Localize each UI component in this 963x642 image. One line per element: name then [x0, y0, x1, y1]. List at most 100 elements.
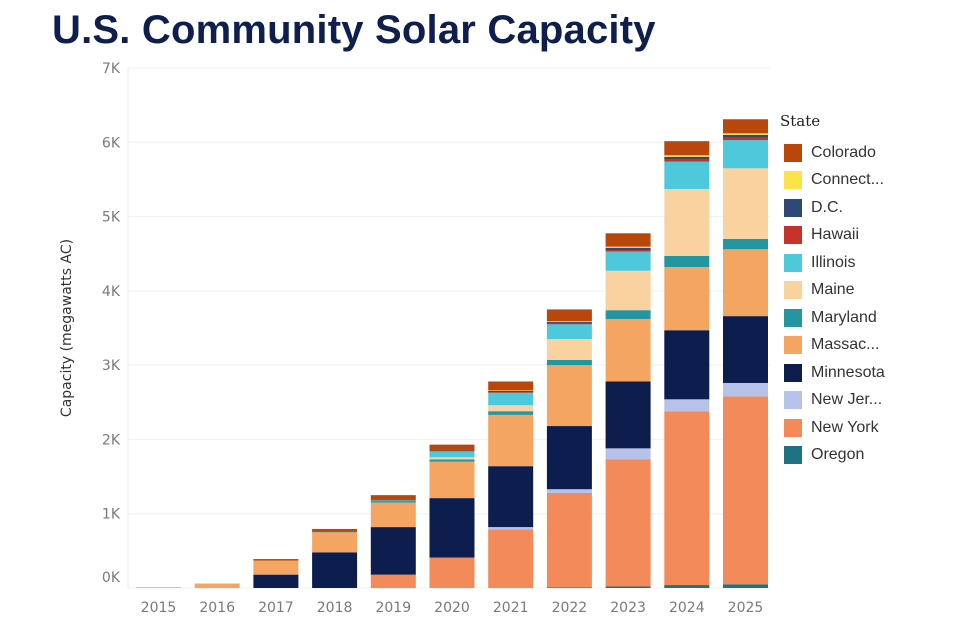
- bar-segment-connecticut-2024[interactable]: [664, 155, 710, 157]
- bar-segment-illinois-2021[interactable]: [488, 392, 534, 406]
- bar-segment-d-c-2019[interactable]: [370, 499, 416, 501]
- legend-item[interactable]: Connect...: [780, 167, 960, 195]
- bar-segment-hawaii-2022[interactable]: [546, 323, 592, 325]
- bar-segment-maine-2022[interactable]: [546, 339, 592, 360]
- legend-item[interactable]: Maine: [780, 277, 960, 305]
- legend-item[interactable]: Oregon: [780, 442, 960, 470]
- bar-segment-massachusetts-2019[interactable]: [370, 502, 416, 528]
- bar-segment-connecticut-2021[interactable]: [488, 390, 534, 391]
- legend-item[interactable]: New York: [780, 414, 960, 442]
- legend-label: Illinois: [811, 253, 856, 271]
- bar-segment-massachusetts-2020[interactable]: [429, 461, 475, 499]
- bar-segment-new-jersey-2025[interactable]: [723, 382, 768, 397]
- bar-segment-minnesota-2020[interactable]: [429, 498, 475, 558]
- bar-segment-hawaii-2023[interactable]: [605, 250, 651, 252]
- bar-segment-maine-2023[interactable]: [605, 270, 651, 311]
- bar-segment-new-york-2019[interactable]: [370, 574, 416, 588]
- legend-item[interactable]: Colorado: [780, 139, 960, 167]
- bar-segment-maryland-2018[interactable]: [312, 531, 358, 533]
- legend-item[interactable]: New Jer...: [780, 387, 960, 415]
- bar-segment-illinois-2023[interactable]: [605, 251, 651, 271]
- bar-segment-maryland-2022[interactable]: [546, 359, 592, 366]
- bar-segment-illinois-2022[interactable]: [546, 324, 592, 340]
- bar-segment-massachusetts-2018[interactable]: [312, 532, 358, 553]
- bar-segment-d-c-2025[interactable]: [723, 134, 768, 138]
- bar-segment-maine-2024[interactable]: [664, 189, 710, 256]
- bar-segment-maryland-2024[interactable]: [664, 255, 710, 268]
- bar-segment-colorado-2021[interactable]: [488, 381, 534, 391]
- bar-segment-new-york-2022[interactable]: [546, 492, 592, 588]
- bar-segment-hawaii-2024[interactable]: [664, 159, 710, 162]
- bar-segment-minnesota-2022[interactable]: [546, 426, 592, 490]
- bar-segment-d-c-2021[interactable]: [488, 390, 534, 393]
- bar-segment-d-c-2018[interactable]: [312, 531, 358, 532]
- bar-segment-minnesota-2019[interactable]: [370, 527, 416, 575]
- bar-segment-minnesota-2018[interactable]: [312, 552, 358, 588]
- bar-segment-colorado-2018[interactable]: [312, 528, 358, 532]
- bar-segment-maine-2020[interactable]: [429, 457, 475, 460]
- bar-segment-minnesota-2023[interactable]: [605, 381, 651, 449]
- bar-segment-colorado-2023[interactable]: [605, 233, 651, 247]
- bar-segment-massachusetts-2024[interactable]: [664, 267, 710, 331]
- bar-segment-maryland-2025[interactable]: [723, 238, 768, 250]
- bar-segment-maine-2025[interactable]: [723, 168, 768, 239]
- legend-item[interactable]: D.C.: [780, 194, 960, 222]
- bar-segment-massachusetts-2021[interactable]: [488, 414, 534, 467]
- bar-segment-maryland-2019[interactable]: [370, 501, 416, 503]
- bar-segment-connecticut-2025[interactable]: [723, 133, 768, 135]
- legend-label: Colorado: [811, 143, 876, 161]
- bar-segment-minnesota-2017[interactable]: [253, 574, 299, 588]
- legend-item[interactable]: Minnesota: [780, 359, 960, 387]
- bar-segment-illinois-2020[interactable]: [429, 451, 475, 458]
- bar-segment-massachusetts-2025[interactable]: [723, 249, 768, 317]
- bar-segment-massachusetts-2017[interactable]: [253, 560, 299, 575]
- legend-item[interactable]: Maryland: [780, 304, 960, 332]
- bar-segment-d-c-2024[interactable]: [664, 156, 710, 160]
- bar-segment-illinois-2025[interactable]: [723, 140, 768, 169]
- bar-segment-connecticut-2022[interactable]: [546, 321, 592, 323]
- bar-segment-colorado-2020[interactable]: [429, 444, 475, 451]
- bar-segment-minnesota-2021[interactable]: [488, 466, 534, 528]
- bar-segment-colorado-2024[interactable]: [664, 141, 710, 156]
- bar-segment-massachusetts-2015[interactable]: [136, 587, 181, 588]
- bar-segment-oregon-2022[interactable]: [546, 587, 592, 588]
- bar-segment-connecticut-2023[interactable]: [605, 246, 651, 248]
- bar-segment-maryland-2020[interactable]: [429, 459, 475, 462]
- bar-segment-new-jersey-2023[interactable]: [605, 448, 651, 460]
- bar-segment-massachusetts-2022[interactable]: [546, 365, 592, 427]
- bar-segment-new-york-2020[interactable]: [429, 557, 475, 588]
- bar-segment-colorado-2022[interactable]: [546, 309, 592, 322]
- bar-segment-new-jersey-2022[interactable]: [546, 489, 592, 493]
- bar-segment-maryland-2021[interactable]: [488, 411, 534, 415]
- bar-segment-new-jersey-2021[interactable]: [488, 527, 534, 530]
- bar-segment-minnesota-2024[interactable]: [664, 330, 710, 400]
- bar-segment-colorado-2025[interactable]: [723, 119, 768, 134]
- bar-segment-maine-2021[interactable]: [488, 405, 534, 412]
- bar-segment-new-york-2025[interactable]: [723, 396, 768, 585]
- legend-item[interactable]: Illinois: [780, 249, 960, 277]
- bar-segment-massachusetts-2023[interactable]: [605, 319, 651, 382]
- bar-segment-illinois-2024[interactable]: [664, 161, 710, 190]
- bar-segment-new-york-2023[interactable]: [605, 459, 651, 587]
- bar-segment-illinois-2019[interactable]: [370, 500, 416, 502]
- bar-segment-oregon-2024[interactable]: [664, 585, 710, 588]
- bar-segment-d-c-2023[interactable]: [605, 247, 651, 250]
- y-tick-label: 4K: [102, 284, 121, 300]
- bar-segment-maryland-2023[interactable]: [605, 310, 651, 320]
- bar-segment-colorado-2017[interactable]: [253, 559, 299, 561]
- bar-segment-hawaii-2025[interactable]: [723, 137, 768, 141]
- bar-segment-new-york-2021[interactable]: [488, 529, 534, 588]
- bar-segment-colorado-2019[interactable]: [370, 495, 416, 500]
- bar-segment-new-jersey-2024[interactable]: [664, 399, 710, 412]
- bar-segment-hawaii-2021[interactable]: [488, 392, 534, 393]
- bar-segment-d-c-2022[interactable]: [546, 322, 592, 324]
- legend-item[interactable]: Massac...: [780, 332, 960, 360]
- bar-segment-massachusetts-2016[interactable]: [194, 583, 240, 588]
- x-tick-label: 2016: [199, 600, 235, 616]
- bar-segment-minnesota-2025[interactable]: [723, 316, 768, 383]
- legend-item[interactable]: Hawaii: [780, 222, 960, 250]
- bar-segment-new-york-2024[interactable]: [664, 411, 710, 586]
- bar-segment-oregon-2023[interactable]: [605, 586, 651, 588]
- bar-segment-d-c-2020[interactable]: [429, 450, 475, 452]
- bar-segment-oregon-2025[interactable]: [723, 584, 768, 588]
